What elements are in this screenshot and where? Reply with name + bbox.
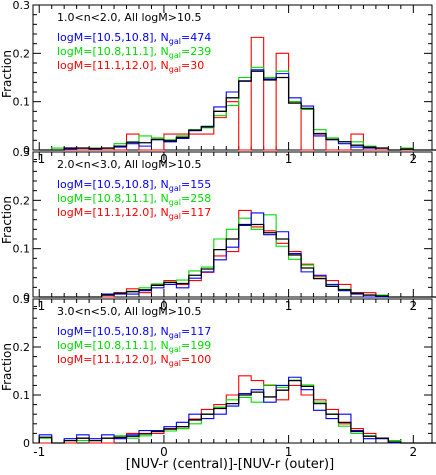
legend-entry: logM=[10.5,10.8], Ngal=155 — [57, 178, 211, 193]
panel-3-ylabel: Fraction — [0, 343, 14, 391]
legend-n-subscript: gal — [169, 345, 181, 354]
legend-n-value: =239 — [181, 45, 211, 58]
x-tick-label: 0 — [160, 445, 168, 459]
panel-frame — [32, 4, 433, 151]
legend-n: N — [161, 353, 169, 366]
legend-label: logM=[11.1,12.0], — [57, 59, 161, 72]
legend-entry: logM=[10.5,10.8], Ngal=474 — [57, 31, 211, 46]
y-tick-label: 0.3 — [13, 146, 31, 159]
y-tick-label: 0.1 — [13, 389, 31, 402]
legend-label: logM=[11.1,12.0], — [57, 206, 161, 219]
legend-n-subscript: gal — [169, 37, 181, 46]
legend-n: N — [161, 192, 169, 205]
y-tick-label: 0.1 — [13, 96, 31, 109]
panel-1-ylabel: Fraction — [0, 50, 14, 98]
legend-n-subscript: gal — [169, 331, 181, 340]
legend-n: N — [161, 339, 169, 352]
legend-n-subscript: gal — [169, 359, 181, 368]
legend-label: logM=[10.8,11.1], — [57, 45, 161, 58]
series-line-red — [39, 36, 436, 151]
legend-entry: logM=[10.5,10.8], Ngal=117 — [57, 325, 211, 340]
legend-n: N — [161, 45, 169, 58]
y-tick-label: 0.2 — [13, 47, 31, 60]
panel-title: 1.0<n<2.0, All logM>10.5 — [57, 11, 202, 24]
y-tick-label: 0.1 — [13, 243, 31, 256]
legend-n: N — [161, 59, 169, 72]
y-tick-label: 0.3 — [13, 0, 31, 12]
y-tick-label: 0 — [23, 291, 30, 304]
panel-title: 2.0<n<3.0, All logM>10.5 — [57, 158, 202, 171]
legend-n: N — [161, 206, 169, 219]
y-tick-label: 0.2 — [13, 194, 31, 207]
panel-2-ylabel: Fraction — [0, 196, 14, 244]
legend-n-value: =117 — [181, 206, 211, 219]
legend-entry: logM=[10.8,11.1], Ngal=199 — [57, 339, 211, 354]
legend-n-subscript: gal — [169, 51, 181, 60]
y-tick-label: 0.3 — [13, 293, 31, 306]
series-line-black — [39, 223, 436, 298]
legend-n-value: =100 — [181, 353, 211, 366]
legend-n-value: =474 — [181, 31, 211, 44]
series-line-black — [38, 379, 436, 444]
legend-n-subscript: gal — [169, 198, 181, 207]
legend-n: N — [161, 325, 169, 338]
panel-frame — [32, 151, 433, 298]
legend-n-subscript: gal — [169, 65, 181, 74]
x-axis-label: [NUV-r (central)]-[NUV-r (outer)] — [126, 457, 334, 472]
legend-entry: logM=[11.1,12.0], Ngal=100 — [57, 353, 211, 368]
legend-n-value: =155 — [181, 178, 211, 191]
legend-entry: logM=[10.8,11.1], Ngal=258 — [57, 192, 211, 207]
panel-title: 3.0<n<5.0, All logM>10.5 — [57, 305, 202, 318]
y-tick-label: 0.2 — [13, 341, 31, 354]
legend-label: logM=[10.5,10.8], — [57, 325, 161, 338]
legend-entry: logM=[11.1,12.0], Ngal=30 — [57, 59, 204, 74]
x-tick-label: 2 — [409, 445, 417, 459]
y-tick-label: 0 — [23, 144, 30, 157]
legend-n: N — [161, 31, 169, 44]
panel-3: -1 0 1 200.10.20.33.0<n<5.0, All logM>10.5l… — [13, 293, 436, 459]
legend-n-subscript: gal — [169, 212, 181, 221]
legend-n-value: =199 — [181, 339, 211, 352]
x-tick-label: -1 — [33, 445, 45, 459]
legend-n: N — [161, 178, 169, 191]
legend-n-value: =258 — [181, 192, 211, 205]
legend-label: logM=[10.5,10.8], — [57, 31, 161, 44]
legend-label: logM=[11.1,12.0], — [57, 353, 161, 366]
legend-entry: logM=[11.1,12.0], Ngal=117 — [57, 206, 211, 221]
legend-entry: logM=[10.8,11.1], Ngal=239 — [57, 45, 211, 60]
series-line-black — [39, 70, 436, 151]
series-line-blue — [38, 376, 436, 444]
legend-n-subscript: gal — [169, 184, 181, 193]
x-tick-label: 1 — [285, 445, 293, 459]
legend-label: logM=[10.8,11.1], — [57, 339, 161, 352]
legend-label: logM=[10.8,11.1], — [57, 192, 161, 205]
panel-frame — [32, 298, 433, 444]
legend-n-value: =30 — [181, 59, 204, 72]
legend-n-value: =117 — [181, 325, 211, 338]
legend-label: logM=[10.5,10.8], — [57, 178, 161, 191]
y-tick-label: 0 — [23, 437, 30, 450]
